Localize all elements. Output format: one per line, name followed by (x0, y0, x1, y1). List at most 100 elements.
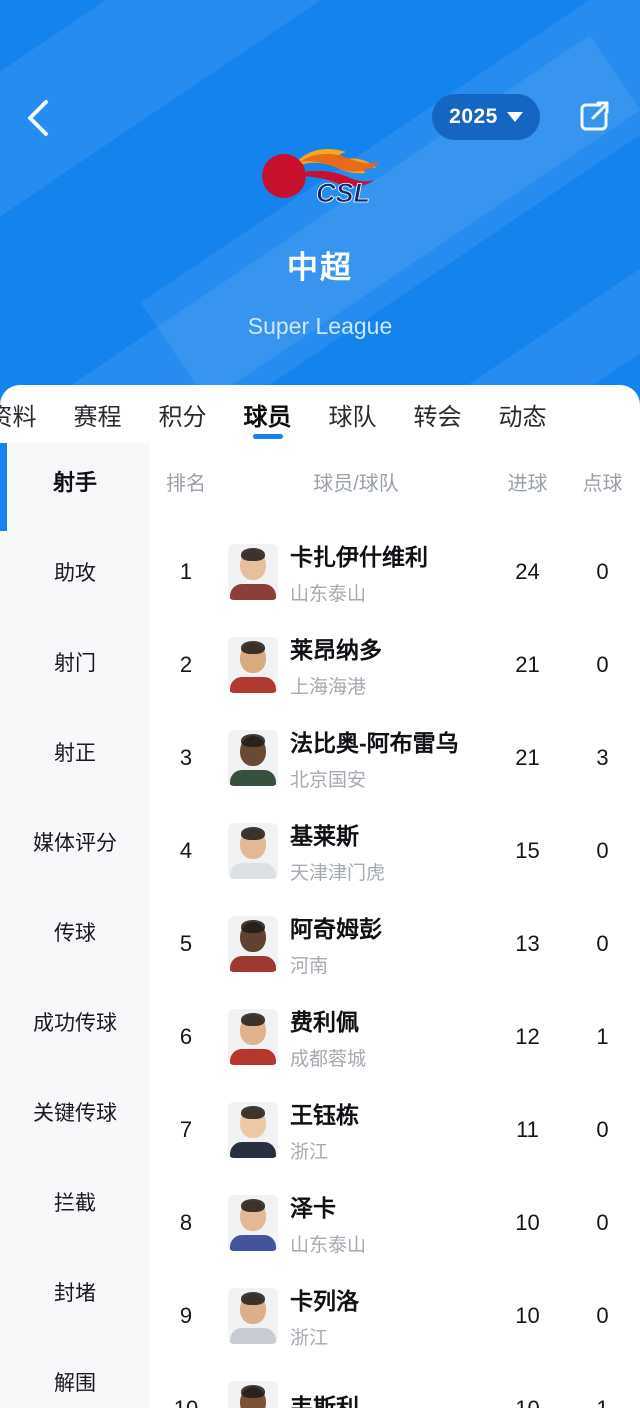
tab-info[interactable]: 资料 (0, 403, 37, 431)
player-name: 卡扎伊什维利 (290, 543, 428, 570)
chevron-left-icon (28, 100, 48, 136)
penalties-value: 0 (596, 1209, 609, 1235)
rank-value: 6 (179, 1023, 193, 1049)
penalties-value: 0 (596, 558, 609, 584)
tab-bar: 资料 赛程 积分 球员 球队 转会 动态 (0, 385, 640, 444)
league-logo: CSL (0, 138, 640, 210)
rank-value: 9 (179, 1302, 193, 1328)
goals-value: 12 (515, 1023, 540, 1049)
player-name: 莱昂纳多 (290, 636, 382, 663)
player-team: 浙江 (290, 1327, 329, 1349)
app-bar: 2025 (0, 92, 640, 144)
player-avatar (228, 1101, 278, 1158)
sidebar-item-interceptions[interactable]: 拦截 (54, 1192, 96, 1215)
table-rows: 1 卡扎伊什维利山东泰山 24 0 2 莱昂纳多 上海海港 21 0 (150, 519, 640, 1408)
penalties-value: 0 (596, 1302, 609, 1328)
rank-value: 4 (179, 837, 193, 863)
player-team: 北京国安 (290, 769, 367, 791)
rank-value: 8 (179, 1209, 193, 1235)
player-name: 泽卡 (290, 1194, 336, 1221)
goals-value: 13 (515, 930, 540, 956)
table-row[interactable]: 6 费利佩 成都蓉城 12 1 (150, 990, 640, 1083)
player-avatar (228, 1287, 278, 1344)
table-row[interactable]: 7 王钰栋浙江 11 0 (150, 1083, 640, 1176)
sidebar-item-passes[interactable]: 传球 (54, 922, 96, 945)
sidebar-item-successful-passes[interactable]: 成功传球 (33, 1012, 117, 1035)
table-row[interactable]: 4 基莱斯天津津门虎 15 0 (150, 804, 640, 897)
player-team: 天津津门虎 (290, 862, 386, 884)
tab-teams[interactable]: 球队 (328, 403, 377, 431)
player-name: 卡列洛 (290, 1287, 359, 1314)
table-row[interactable]: 10 韦斯利 10 1 (150, 1362, 640, 1408)
sidebar-item-scorers[interactable]: 射手 (52, 470, 97, 495)
goals-value: 24 (515, 558, 540, 584)
table-row[interactable]: 5 阿奇姆彭 河南 13 0 (150, 897, 640, 990)
rank-value: 7 (179, 1116, 193, 1142)
table-row[interactable]: 3 法比奥-阿布雷乌北京国安 21 3 (150, 711, 640, 804)
goals-value: 21 (515, 744, 540, 770)
league-header: CSL 中超 Super League (0, 138, 640, 340)
player-team: 山东泰山 (290, 583, 367, 605)
sidebar-item-media-rating[interactable]: 媒体评分 (33, 832, 117, 855)
player-name: 基莱斯 (290, 822, 359, 849)
goals-value: 15 (515, 837, 540, 863)
sidebar-item-shots-on-target[interactable]: 射正 (54, 742, 96, 765)
tab-schedule[interactable]: 赛程 (73, 403, 122, 431)
sidebar-item-blocks[interactable]: 封堵 (54, 1282, 96, 1305)
goals-value: 10 (515, 1395, 540, 1408)
player-team: 成都蓉城 (290, 1048, 367, 1070)
table-row[interactable]: 9 卡列洛浙江 10 0 (150, 1269, 640, 1362)
penalties-value: 0 (596, 651, 609, 677)
rank-value: 1 (179, 558, 193, 584)
rank-value: 10 (173, 1395, 199, 1408)
column-header-rank: 排名 (166, 472, 206, 495)
tab-news[interactable]: 动态 (498, 403, 547, 431)
player-name: 韦斯利 (290, 1394, 359, 1408)
penalties-value: 3 (596, 744, 609, 770)
table-row[interactable]: 1 卡扎伊什维利山东泰山 24 0 (150, 525, 640, 618)
player-avatar (228, 1194, 278, 1251)
table-row[interactable]: 8 泽卡山东泰山 10 0 (150, 1176, 640, 1269)
column-header-player: 球员/球队 (313, 472, 399, 495)
player-avatar (228, 543, 278, 600)
sidebar-item-shots[interactable]: 射门 (54, 652, 96, 675)
player-name: 法比奥-阿布雷乌 (290, 729, 459, 756)
column-header-goals: 进球 (507, 472, 548, 495)
back-button[interactable] (16, 94, 60, 142)
column-header-penalties: 点球 (582, 472, 623, 495)
player-avatar (228, 1008, 278, 1065)
player-avatar (228, 1380, 278, 1408)
goals-value: 10 (515, 1302, 540, 1328)
penalties-value: 0 (596, 930, 609, 956)
stats-sidebar: 射手 助攻 射门 射正 媒体评分 传球 成功传球 关键传球 拦截 封堵 解围 (0, 443, 150, 1408)
svg-text:CSL: CSL (316, 178, 370, 208)
player-avatar (228, 915, 278, 972)
sidebar-item-clearances[interactable]: 解围 (54, 1372, 96, 1395)
goals-value: 10 (515, 1209, 540, 1235)
player-avatar (228, 822, 278, 879)
season-label: 2025 (449, 105, 498, 128)
player-name: 王钰栋 (290, 1101, 359, 1128)
rank-value: 3 (179, 744, 193, 770)
penalties-value: 0 (596, 1116, 609, 1142)
player-team: 山东泰山 (290, 1234, 367, 1256)
table-row[interactable]: 2 莱昂纳多 上海海港 21 0 (150, 618, 640, 711)
rank-value: 5 (179, 930, 193, 956)
sidebar-item-key-passes[interactable]: 关键传球 (33, 1102, 117, 1125)
player-team: 浙江 (290, 1141, 329, 1163)
tab-indicator (253, 434, 283, 439)
tab-transfers[interactable]: 转会 (413, 403, 462, 431)
share-button[interactable] (574, 96, 616, 138)
penalties-value: 0 (596, 837, 609, 863)
tab-players[interactable]: 球员 (243, 403, 292, 431)
table-header: 排名 球员/球队 进球 点球 (150, 443, 640, 519)
tab-standings[interactable]: 积分 (158, 403, 207, 431)
content-sheet: 资料 赛程 积分 球员 球队 转会 动态 射手 助攻 射门 射正 媒体评分 传球 (0, 385, 640, 1408)
season-selector[interactable]: 2025 (432, 94, 540, 140)
player-avatar (228, 636, 278, 693)
scorers-table: 排名 球员/球队 进球 点球 1 卡扎伊什维利 山东泰山 24 0 2 (150, 443, 640, 1408)
chevron-down-icon (506, 112, 523, 122)
sidebar-item-assists[interactable]: 助攻 (54, 562, 96, 585)
goals-value: 11 (516, 1116, 539, 1142)
